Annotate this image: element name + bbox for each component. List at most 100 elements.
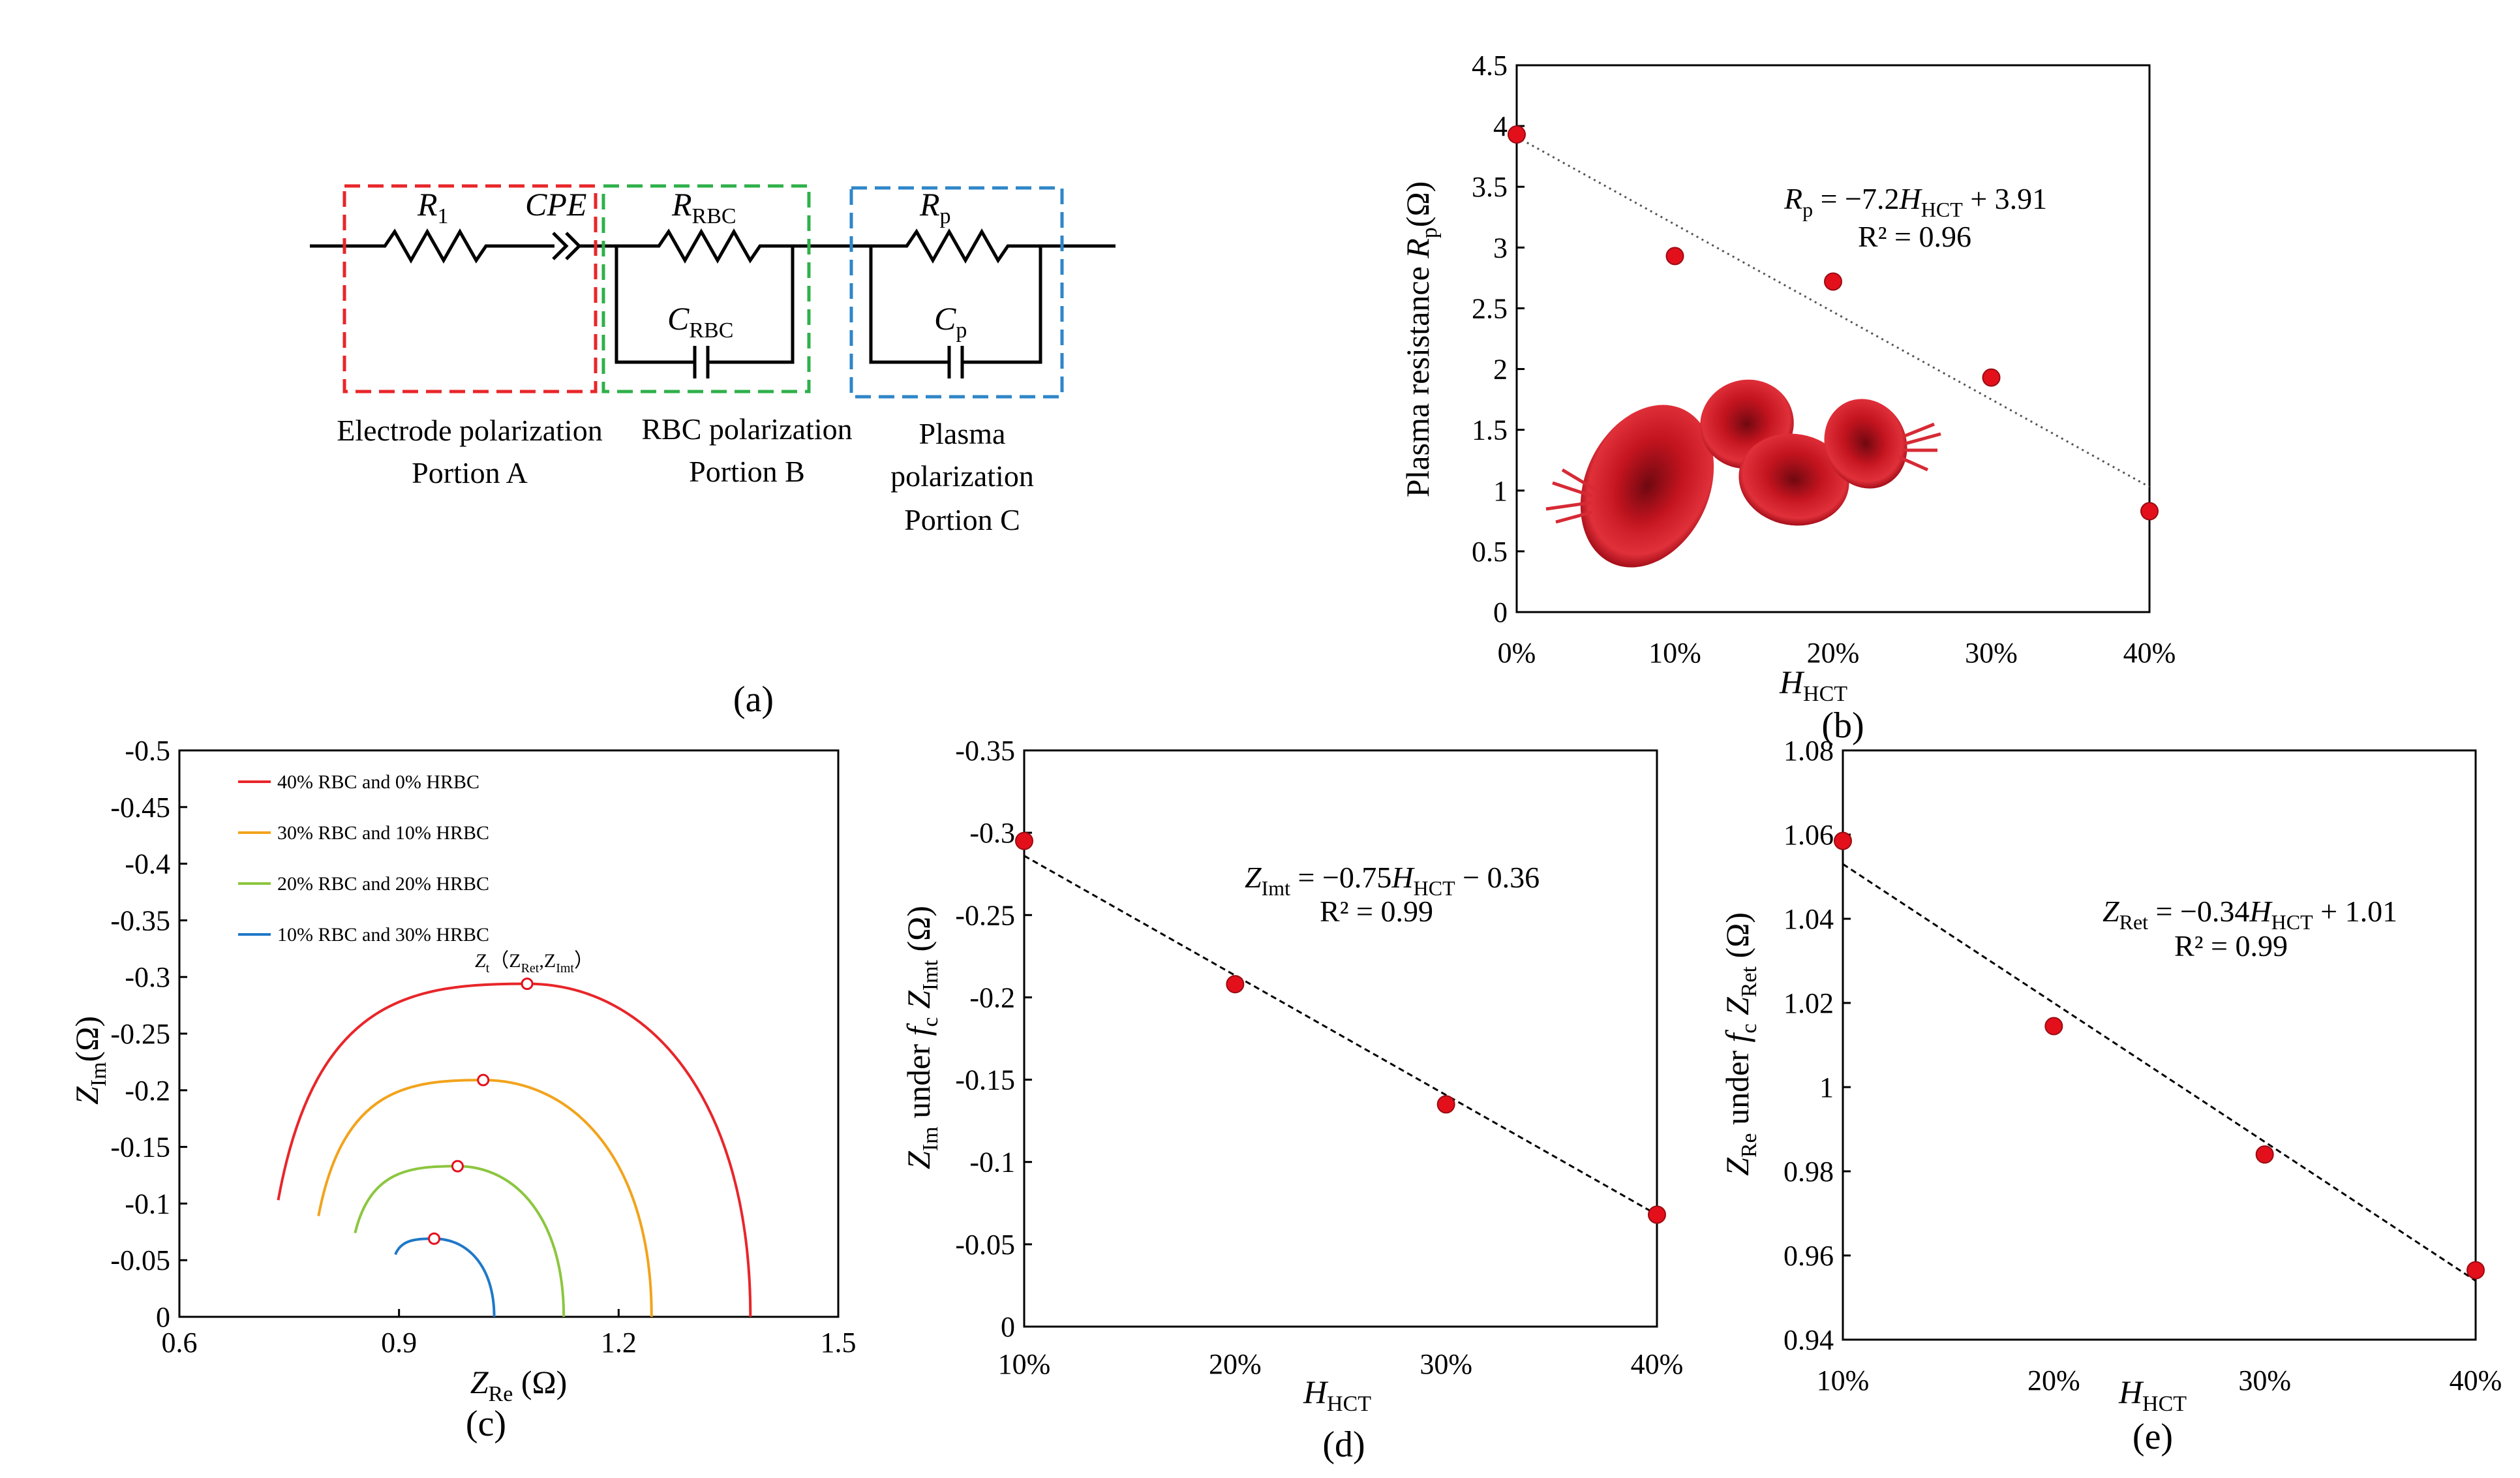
- panel-d-label: (d): [1322, 1424, 1365, 1465]
- chart-b-ytick-label: 4.5: [1472, 50, 1508, 82]
- chart-c-legend-label: 20% RBC and 20% HRBC: [277, 873, 489, 895]
- rrbc-label: RRBC: [671, 186, 736, 228]
- chart-b-ytick-label: 2: [1493, 354, 1508, 386]
- chart-c-xtick-label: 1.5: [821, 1327, 857, 1359]
- chart-d-equation: ZImt = −0.75HHCT − 0.36: [1245, 861, 1540, 900]
- chart-e-xlabel: HHCT: [2118, 1374, 2187, 1416]
- chart-c: 0 -0.05 -0.1 -0.15 -0.2 -0.25 -0.3 -0.35 -0.4 -0.…: [68, 735, 857, 1444]
- chart-c-ytick-label: -0.15: [110, 1132, 170, 1163]
- chart-c-legend-label: 10% RBC and 30% HRBC: [277, 924, 489, 946]
- chart-d-ytick-label: -0.3: [969, 817, 1015, 849]
- cp-capacitor: [947, 346, 964, 378]
- chart-e-xtick-label: 20%: [2027, 1364, 2080, 1396]
- chart-b-plot-area: [1515, 64, 2151, 613]
- chart-c-peak-marker: [451, 1160, 464, 1173]
- chart-e-plot-area: [1842, 749, 2477, 1341]
- chart-c-ytick-label: 0: [156, 1301, 170, 1333]
- chart-d-data-point: [1436, 1095, 1455, 1114]
- chart-e-r2: R² = 0.99: [2174, 929, 2288, 962]
- chart-c-series-line: [394, 1237, 496, 1317]
- chart-c-series-line: [277, 982, 752, 1317]
- rp-label: Rp: [919, 186, 951, 228]
- circuit-main-wire: [310, 228, 554, 264]
- chart-c-peak-marker: [521, 978, 534, 991]
- chart-d: 0 -0.05 -0.1 -0.15 -0.2 -0.25 -0.3 -0.35 10% 20%…: [900, 735, 1683, 1465]
- chart-b-ytick-label: 1: [1493, 475, 1508, 507]
- chart-b-data-point: [1508, 125, 1526, 144]
- chart-e-xtick-label: 10%: [1817, 1364, 1870, 1396]
- chart-e-ytick-label: 1.08: [1784, 735, 1834, 767]
- chart-b-ytick-label: 1.5: [1472, 414, 1508, 446]
- portion-c-line2: polarization: [890, 459, 1034, 493]
- chart-c-ytick-label: -0.4: [125, 848, 170, 880]
- portion-a-line1: Electrode polarization: [337, 414, 602, 447]
- chart-c-xtick-label: 0.6: [162, 1327, 198, 1359]
- cp-label: Cp: [934, 300, 967, 343]
- chart-b-r2: R² = 0.96: [1858, 220, 1971, 253]
- chart-c-xtick-label: 1.2: [601, 1327, 637, 1359]
- chart-e-ytick-label: 0.94: [1784, 1324, 1834, 1356]
- chart-d-ytick-label: -0.35: [955, 735, 1015, 767]
- panel-c-label: (c): [466, 1404, 506, 1444]
- chart-b-ytick-label: 3.5: [1472, 171, 1508, 203]
- crbc-label: CRBC: [667, 300, 733, 343]
- chart-c-legend-label: 30% RBC and 10% HRBC: [277, 822, 489, 844]
- chart-c-peak-marker: [477, 1073, 490, 1086]
- chart-d-ytick-label: -0.2: [969, 981, 1015, 1013]
- chart-d-xtick-label: 10%: [998, 1348, 1051, 1380]
- chart-d-trendline: [1024, 855, 1658, 1216]
- chart-e-ytick-label: 0.96: [1784, 1240, 1834, 1272]
- panel-b-label: (b): [1821, 705, 1864, 746]
- chart-e-ylabel: ZRe under fc ZRet (Ω): [1719, 912, 1761, 1176]
- chart-e-ytick-label: 1.02: [1784, 987, 1834, 1019]
- chart-e-xtick-label: 40%: [2450, 1364, 2502, 1396]
- chart-b-ytick-label: 4: [1493, 110, 1508, 142]
- chart-c-peak-label: Zt（ZRet,ZImt）: [475, 950, 594, 976]
- cpe-label: CPE: [525, 186, 586, 223]
- chart-b-data-point: [1982, 368, 2001, 387]
- portion-b-line1: RBC polarization: [641, 412, 852, 446]
- chart-d-xlabel: HHCT: [1303, 1374, 1371, 1416]
- portion-a-line2: Portion A: [412, 456, 528, 489]
- chart-e-trendline: [1842, 863, 2476, 1282]
- chart-d-data-point: [1648, 1205, 1666, 1224]
- chart-d-data-point: [1226, 975, 1245, 994]
- chart-d-xtick-label: 40%: [1631, 1348, 1684, 1380]
- chart-b-data-point: [1824, 272, 1842, 291]
- chart-b-ytick-label: 0: [1493, 596, 1508, 628]
- chart-c-ytick-label: -0.2: [125, 1075, 170, 1107]
- chart-e-data-point: [2467, 1261, 2485, 1280]
- chart-d-xtick-label: 20%: [1209, 1348, 1262, 1380]
- chart-c-ytick-label: -0.5: [125, 735, 170, 767]
- portion-b-line2: Portion B: [689, 455, 805, 488]
- chart-e-data-point: [1834, 831, 1852, 850]
- chart-b-xtick-label: 40%: [2123, 637, 2176, 669]
- chart-b-xtick-label: 0%: [1498, 637, 1536, 669]
- chart-d-r2: R² = 0.99: [1320, 895, 1433, 928]
- chart-b-xtick-label: 30%: [1965, 637, 2018, 669]
- chart-c-xlabel: ZRe (Ω): [470, 1364, 568, 1406]
- chart-b-xlabel: HHCT: [1779, 664, 1847, 706]
- chart-d-plot-area: [1023, 749, 1658, 1328]
- red-blood-cells-image: [1545, 379, 1941, 568]
- chart-b-ytick-label: 0.5: [1472, 536, 1508, 568]
- r1-label: R1: [417, 186, 449, 228]
- chart-c-peak-marker: [428, 1232, 441, 1245]
- chart-c-ytick-label: -0.25: [110, 1018, 170, 1050]
- chart-e-data-point: [2255, 1145, 2274, 1164]
- chart-d-xtick-label: 30%: [1419, 1348, 1472, 1380]
- chart-d-data-point: [1015, 831, 1033, 850]
- cpe-symbol: [552, 232, 582, 260]
- portion-c-box: [849, 186, 1064, 399]
- chart-e-xtick-label: 30%: [2238, 1364, 2291, 1396]
- chart-e-ytick-label: 1: [1819, 1071, 1834, 1103]
- chart-e-ytick-label: 1.04: [1784, 903, 1834, 935]
- chart-d-ytick-label: -0.25: [955, 899, 1015, 931]
- portion-b-box: [601, 184, 811, 393]
- chart-d-ytick-label: -0.15: [955, 1064, 1015, 1096]
- chart-d-ytick-label: -0.05: [955, 1229, 1015, 1261]
- chart-e-ytick-label: 1.06: [1784, 819, 1834, 851]
- chart-d-ytick-label: -0.1: [969, 1147, 1015, 1178]
- chart-c-xtick-label: 0.9: [381, 1327, 417, 1359]
- chart-c-series-line: [354, 1165, 566, 1317]
